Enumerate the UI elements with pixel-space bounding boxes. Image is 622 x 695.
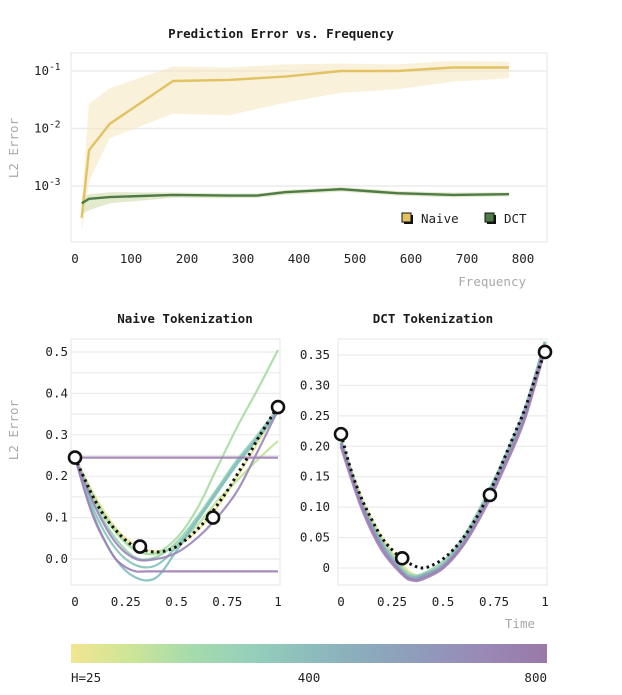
legend-label-naive: Naive <box>421 211 459 226</box>
control-point <box>537 344 553 360</box>
legend-swatch-naive <box>401 212 412 223</box>
naive-x-ticks: 0 0.25 0.5 0.75 1 <box>71 594 282 609</box>
dct-chart-title: DCT Tokenization <box>373 311 493 326</box>
x-tick-label: 800 <box>512 251 535 266</box>
frequency-x-axis-label: Frequency <box>458 274 526 289</box>
x-tick-label: 0 <box>337 594 345 609</box>
control-point <box>205 510 221 525</box>
y-tick-label: 0.25 <box>300 408 330 423</box>
legend: Naive DCT <box>401 211 527 226</box>
x-tick-label: 1 <box>541 594 549 609</box>
x-tick-label: 0.5 <box>165 594 188 609</box>
x-tick-label: 600 <box>400 251 423 266</box>
curve-h250 <box>73 407 279 561</box>
control-point <box>132 539 148 554</box>
x-tick-label: 0.5 <box>432 594 455 609</box>
x-tick-label: 300 <box>232 251 255 266</box>
curve-h150 <box>74 349 279 556</box>
curve-h800 <box>339 348 547 583</box>
curve-h700 <box>73 457 278 573</box>
line-dct <box>81 188 510 205</box>
control-point <box>482 487 498 503</box>
frequency-chart: Prediction Error vs. Frequency 10-110-21… <box>6 26 548 289</box>
frequency-lines <box>80 66 510 218</box>
naive-y-axis-label: L2 Error <box>6 399 21 460</box>
y-tick-label: 0.4 <box>45 385 68 400</box>
colorbar-label-mid: 400 <box>298 670 321 685</box>
colorbar-gradient <box>71 644 547 663</box>
legend-item-dct[interactable]: DCT <box>484 211 527 226</box>
control-point <box>394 550 410 566</box>
colorbar: H=25 400 800 <box>71 644 547 685</box>
x-tick-label: 0.25 <box>111 594 141 609</box>
frequency-chart-title: Prediction Error vs. Frequency <box>168 26 394 41</box>
y-tick-label: 0 <box>322 560 330 575</box>
band-naive <box>81 60 509 232</box>
x-tick-label: 200 <box>176 251 199 266</box>
control-point <box>333 426 349 442</box>
y-tick-label: 0.35 <box>300 347 330 362</box>
x-tick-label: 100 <box>120 251 143 266</box>
legend-item-naive[interactable]: Naive <box>401 211 459 226</box>
y-tick-label: 0.1 <box>45 510 68 525</box>
x-tick-label: 400 <box>288 251 311 266</box>
x-tick-label: 0 <box>71 594 79 609</box>
dct-y-ticks: 0.35 0.30 0.25 0.20 0.15 0.10 0.05 0 <box>300 347 330 575</box>
y-tick-label: 0.30 <box>300 377 330 392</box>
naive-chart-title: Naive Tokenization <box>117 311 252 326</box>
y-tick-label: 10-2 <box>34 120 61 136</box>
control-point <box>270 399 286 415</box>
y-tick-label: 0.2 <box>45 468 68 483</box>
dct-x-axis-label: Time <box>505 616 535 631</box>
dct-plot-area <box>337 338 548 586</box>
x-tick-label: 0.75 <box>479 594 509 609</box>
dct-target <box>339 351 547 570</box>
frequency-x-ticks: 0 100 200 300 400 500 600 700 800 <box>71 251 534 266</box>
naive-target <box>73 405 280 554</box>
y-tick-label: 0.15 <box>300 469 330 484</box>
colorbar-label-max: 800 <box>524 670 547 685</box>
y-tick-label: 10-3 <box>34 177 61 193</box>
frequency-y-ticks: 10-1 10-2 10-3 <box>34 62 61 193</box>
legend-swatch-dct <box>484 212 495 223</box>
dct-control-points <box>333 344 553 566</box>
curve-h600 <box>73 409 279 562</box>
legend-label-dct: DCT <box>504 211 527 226</box>
line-naive <box>80 66 509 218</box>
control-point <box>67 450 83 465</box>
x-tick-label: 0.75 <box>212 594 242 609</box>
target-trajectory <box>73 405 280 554</box>
x-tick-label: 500 <box>344 251 367 266</box>
dct-x-ticks: 0 0.25 0.5 0.75 1 <box>337 594 549 609</box>
dct-gridlines <box>338 354 547 569</box>
dct-tokenization-chart: DCT Tokenization 0.35 0.30 0.25 0.20 0.15 0.1… <box>300 311 553 631</box>
y-tick-label: 0.20 <box>300 438 330 453</box>
naive-y-ticks: 0.5 0.4 0.3 0.2 0.1 0.0 <box>45 344 68 566</box>
x-tick-label: 0.25 <box>377 594 407 609</box>
target-trajectory <box>339 351 547 570</box>
y-tick-label: 0.05 <box>300 530 330 545</box>
frequency-y-axis-label: L2 Error <box>6 117 21 178</box>
naive-control-points <box>67 399 286 554</box>
x-tick-label: 0 <box>71 251 79 266</box>
y-tick-label: 0.0 <box>45 551 68 566</box>
x-tick-label: 700 <box>456 251 479 266</box>
y-tick-label: 0.5 <box>45 344 68 359</box>
y-tick-label: 10-1 <box>34 62 61 78</box>
colorbar-label-min: H=25 <box>71 670 101 685</box>
y-tick-label: 0.10 <box>300 499 330 514</box>
y-tick-label: 0.3 <box>45 427 68 442</box>
x-tick-label: 1 <box>274 594 282 609</box>
